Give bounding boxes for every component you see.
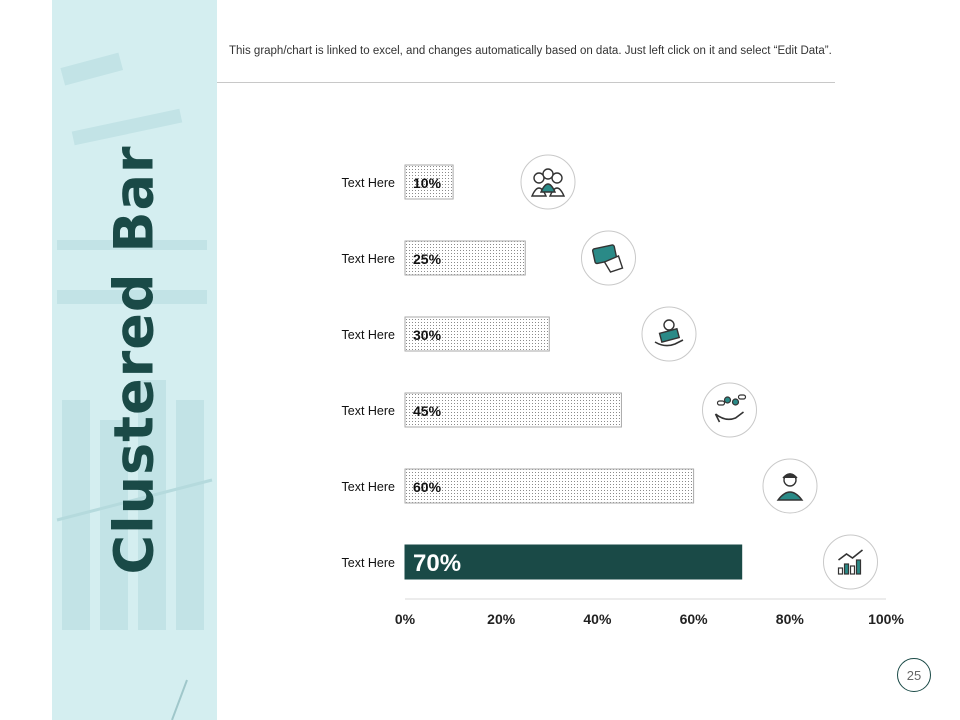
capsule-shape [716,400,726,406]
team-icon [530,168,566,197]
credit-card-icon [591,244,624,273]
x-tick-label: 40% [583,611,612,627]
data-label: 25% [413,251,442,267]
growth-chart-icon [837,549,863,575]
trend-line [838,549,863,561]
hand-shape [654,339,684,347]
bar [404,468,695,504]
bar-shape [849,565,856,575]
data-label: 60% [413,479,442,495]
category-label: Text Here [342,328,396,342]
coat-shape [776,491,804,501]
bar [404,240,526,276]
capsule-shape [737,394,747,400]
pill-shape [723,396,732,404]
data-label: 70% [413,550,461,577]
data-label: 10% [413,175,442,191]
doctor-icon [776,473,804,501]
x-tick-label: 20% [487,611,516,627]
money-hand-icon [654,319,684,347]
note-shape [658,327,681,343]
bar-shape [843,563,850,575]
category-label: Text Here [342,556,396,570]
page-number: 25 [897,658,931,692]
bar-shape [837,567,844,575]
icon-circle [702,382,757,438]
category-label: Text Here [342,404,396,418]
data-label: 45% [413,403,442,419]
bar [404,544,743,580]
bar [404,392,622,428]
body-shape [539,183,557,193]
hand-shape [714,411,744,423]
pill-shape [731,398,740,406]
category-label: Text Here [342,176,396,190]
bar [404,316,550,352]
sidebar-panel [52,0,217,720]
chart-note: This graph/chart is linked to excel, and… [229,45,832,57]
head-shape [542,168,554,180]
sidebar-background-graphic [56,52,213,720]
icon-circle [823,534,878,590]
icon-circle [520,154,576,210]
medicine-hand-icon [714,394,747,423]
coin-shape [663,319,675,331]
x-tick-label: 100% [868,611,904,627]
data-label: 30% [413,327,442,343]
x-tick-label: 0% [395,611,416,627]
bar-shape [855,559,862,575]
x-tick-label: 60% [680,611,709,627]
hair-shape [782,473,798,479]
header-divider [217,82,835,83]
x-tick-label: 80% [776,611,805,627]
category-label: Text Here [342,480,396,494]
category-label: Text Here [342,252,396,266]
bar [404,164,454,200]
hand-shape [603,255,624,273]
